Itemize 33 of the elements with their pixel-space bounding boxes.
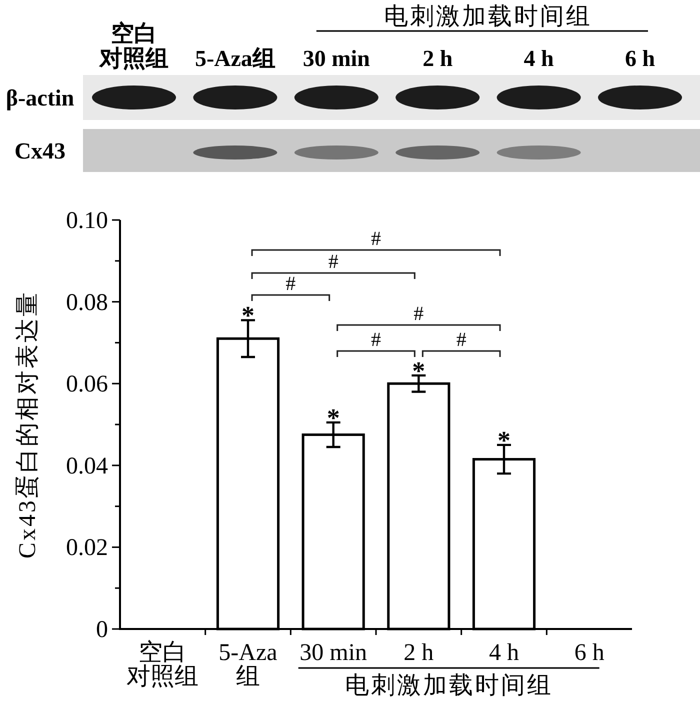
y-tick-label: 0 <box>96 617 108 643</box>
category-label: 空白对照组 <box>98 20 168 71</box>
x-tick-label: 2 h <box>404 640 434 666</box>
annotation: * <box>242 301 254 330</box>
category-label: β-actin <box>6 86 74 110</box>
annotation: # <box>328 251 338 273</box>
x-tick-label: 6 h <box>574 640 604 666</box>
annotation: # <box>456 329 466 351</box>
y-tick-label: 0.06 <box>66 372 108 398</box>
category-label: Cx43 <box>14 138 66 164</box>
category-label: 2 h <box>422 46 453 71</box>
category-label: 5-Aza组 <box>194 46 276 71</box>
category-label: 4 h <box>524 46 554 71</box>
x-tick-label: 4 h <box>489 640 519 666</box>
annotation: # <box>371 329 381 351</box>
x-tick-label: 30 min <box>300 640 368 666</box>
annotation: # <box>414 303 424 325</box>
annotation: # <box>371 228 381 250</box>
y-tick-label: 0.10 <box>66 208 108 234</box>
category-label: 30 min <box>302 46 370 71</box>
text: 电刺激加载时间组 <box>384 4 592 30</box>
x-tick-label: 5-Aza 组 <box>218 640 278 690</box>
annotation: * <box>326 403 340 432</box>
y-tick-label: 0.04 <box>66 453 108 480</box>
y-tick-label: 0.02 <box>66 535 108 562</box>
y-axis-title: Cx43蛋白的相对表达量 <box>15 290 41 559</box>
x-axis-title: 电刺激加载时间组 <box>344 673 553 699</box>
y-tick-label: 0.08 <box>66 290 108 316</box>
annotation: * <box>498 426 510 455</box>
x-tick-label: 空白对照组 <box>126 639 199 690</box>
category-label: 6 h <box>624 46 656 71</box>
annotation: # <box>286 273 296 295</box>
annotation: * <box>412 356 426 386</box>
